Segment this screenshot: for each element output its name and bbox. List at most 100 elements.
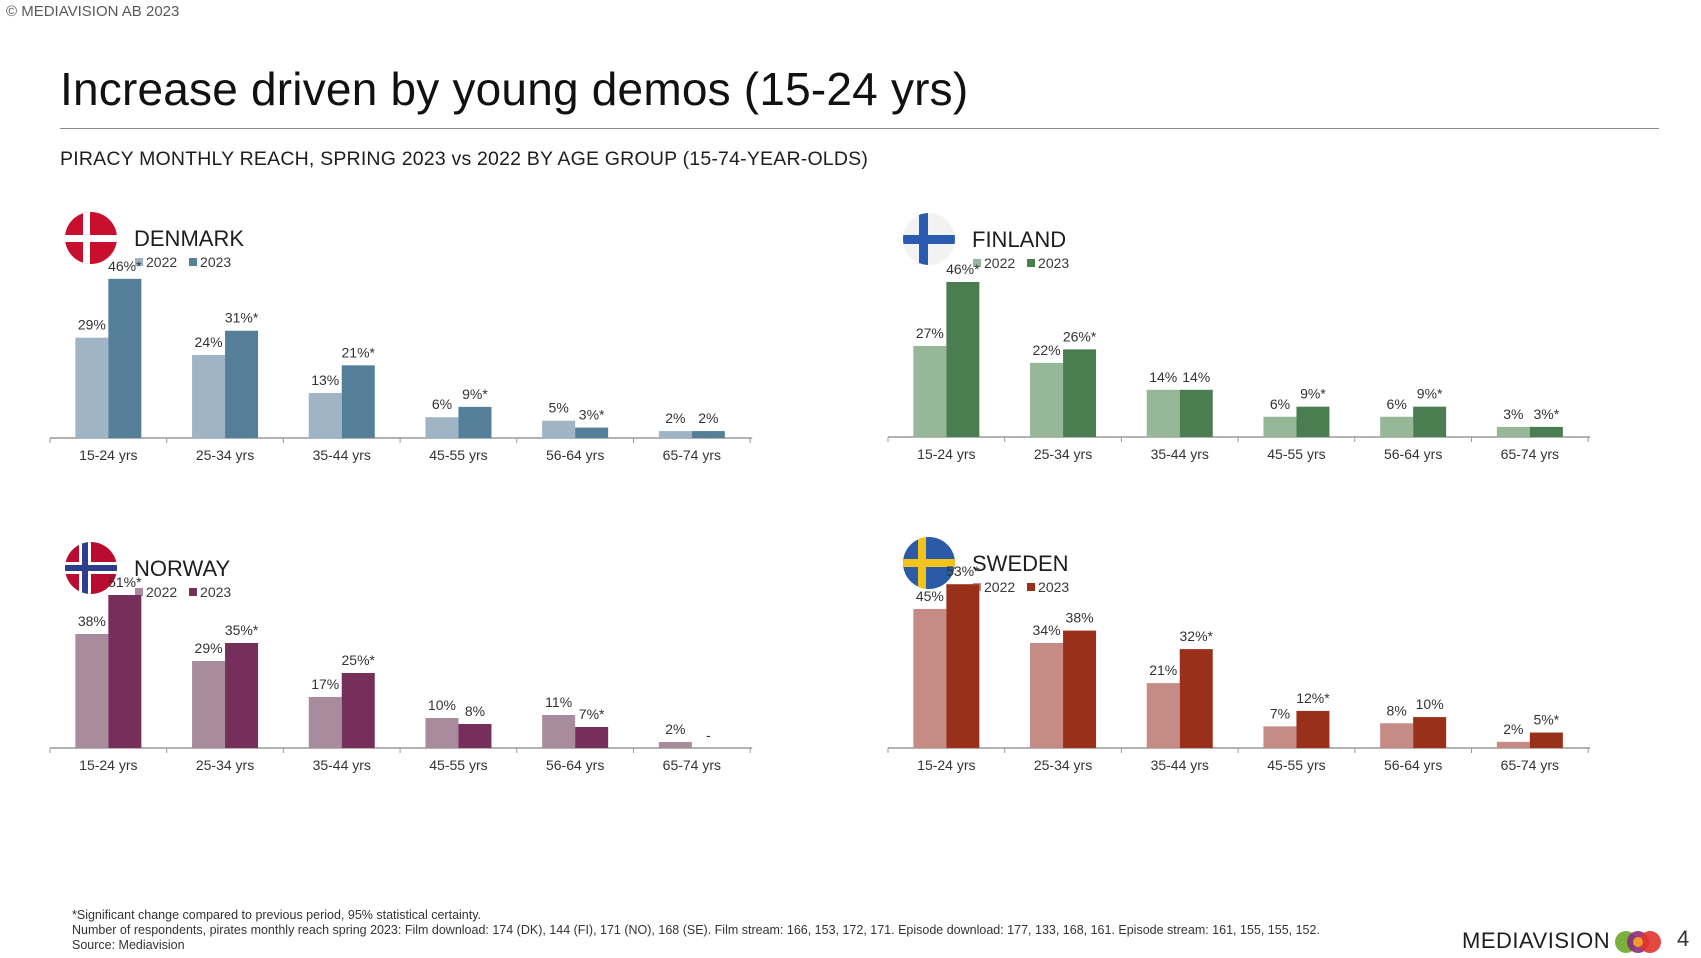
x-tick-label: 45-55 yrs	[429, 757, 487, 773]
country-title: SWEDEN	[972, 551, 1069, 576]
bar-2022	[658, 742, 692, 748]
legend-label: 2023	[200, 254, 232, 270]
x-tick-label: 25-34 yrs	[196, 757, 254, 773]
bar-2023	[1529, 426, 1563, 437]
x-tick-label: 56-64 yrs	[546, 447, 604, 463]
bar-2022	[913, 346, 947, 437]
footnote-respondents: Number of respondents, pirates monthly r…	[72, 923, 1320, 937]
bar-2023	[225, 330, 259, 438]
bar-chart: 38% 51%* 15-24 yrs 29%35%* 25-34 yrs 17%25%* 3…	[49, 574, 753, 773]
data-label: 34%	[1033, 622, 1061, 638]
copyright: © MEDIAVISION AB 2023	[6, 3, 180, 20]
data-label: 17%	[311, 676, 339, 692]
bar-2023	[1529, 732, 1563, 748]
bar-2022	[1496, 426, 1530, 437]
legend-label: 2022	[984, 255, 1016, 271]
bar-2022	[308, 697, 342, 748]
data-label: 53%*	[946, 563, 980, 579]
bar-2023	[225, 643, 259, 748]
bar-2022	[192, 354, 226, 438]
chart-panel-denmark: DENMARK 2022 2023 29% 46%* 15-24 yrs 24% 31%…	[49, 212, 830, 512]
data-label: 22%	[1033, 342, 1061, 358]
bar-2023	[946, 281, 980, 437]
x-tick-label: 35-44 yrs	[1151, 757, 1209, 773]
sweden-flag-icon	[903, 537, 955, 589]
norway-flag-icon	[65, 542, 117, 594]
bar-2022	[1030, 642, 1064, 748]
finland-flag-icon	[903, 213, 955, 265]
bar-2022	[1146, 683, 1180, 748]
data-label: 6%	[1387, 396, 1407, 412]
bar-2022	[913, 608, 947, 748]
data-label: 51%*	[108, 574, 142, 590]
data-label: 14%	[1182, 369, 1210, 385]
data-label: 11%	[545, 694, 572, 710]
data-label: 35%*	[225, 622, 259, 638]
title-divider	[60, 128, 1659, 129]
data-label: 27%	[916, 325, 944, 341]
bar-2022	[75, 337, 109, 438]
x-tick-label: 45-55 yrs	[429, 447, 487, 463]
legend-label: 2022	[146, 584, 178, 600]
data-label: 9%*	[462, 386, 488, 402]
panel-header: DENMARK 2022 2023	[60, 212, 560, 270]
legend-label: 2022	[146, 254, 178, 270]
legend-item-2023: 2023	[189, 254, 231, 270]
x-tick-label: 35-44 yrs	[313, 757, 371, 773]
data-label: 10%	[1416, 696, 1444, 712]
x-tick-label: 45-55 yrs	[1267, 757, 1325, 773]
x-tick-label: 35-44 yrs	[1151, 446, 1209, 462]
legend-item-2022: 2022	[135, 254, 177, 270]
bar-2022	[1496, 741, 1530, 748]
chart-legend: 2022 2023	[973, 255, 1077, 271]
data-label: 31%*	[225, 310, 259, 326]
data-label: 9%*	[1417, 386, 1443, 402]
legend-item-2022: 2022	[135, 584, 177, 600]
data-label: 38%	[1066, 610, 1094, 626]
x-tick-label: 65-74 yrs	[663, 447, 721, 463]
x-tick-label: 25-34 yrs	[196, 447, 254, 463]
data-label: 21%*	[342, 344, 376, 360]
bar-2022	[192, 661, 226, 748]
bar-2022	[1030, 362, 1064, 437]
bar-2023	[1179, 649, 1213, 748]
bar-2022	[658, 431, 692, 438]
data-label: 29%	[78, 317, 106, 333]
panel-header: FINLAND 2022 2023	[898, 213, 1398, 271]
data-label: 3%*	[579, 407, 605, 423]
bar-2023	[108, 595, 142, 748]
legend-item-2023: 2023	[1027, 579, 1069, 595]
bar-2023	[1296, 710, 1330, 748]
bar-2022	[1380, 416, 1414, 437]
x-tick-label: 25-34 yrs	[1034, 757, 1092, 773]
bar-2023	[341, 365, 375, 438]
chart-subtitle: PIRACY MONTHLY REACH, SPRING 2023 vs 202…	[60, 148, 869, 170]
country-title: FINLAND	[972, 227, 1067, 252]
bar-2023	[1063, 349, 1097, 437]
bar-2022	[1263, 416, 1297, 437]
bar-2022	[1380, 723, 1414, 748]
bar-2023	[458, 724, 492, 748]
bar-2023	[946, 584, 980, 748]
chart-panel-sweden: SWEDEN 2022 2023 45% 53%* 15-24 yrs 34% 38% 2…	[887, 537, 1668, 857]
data-label: 7%	[1270, 705, 1290, 721]
data-label: 45%	[916, 588, 944, 604]
x-tick-label: 56-64 yrs	[1384, 757, 1442, 773]
data-label: 46%*	[108, 258, 142, 274]
data-label: 5%	[549, 400, 569, 416]
bar-2023	[1413, 717, 1447, 748]
bar-2023	[1179, 389, 1213, 437]
data-label: 26%*	[1063, 328, 1097, 344]
legend-item-2023: 2023	[189, 584, 231, 600]
data-label: 14%	[1149, 369, 1177, 385]
bar-2022	[1263, 726, 1297, 748]
legend-item-2022: 2022	[973, 255, 1015, 271]
mediavision-logo-icon	[1612, 927, 1668, 958]
x-tick-label: 65-74 yrs	[1501, 446, 1559, 462]
bar-2023	[1296, 406, 1330, 437]
bar-chart: 45%53%* 15-24 yrs 34% 38% 25-34 yrs 21% 32%* 35…	[887, 563, 1591, 773]
legend-label: 2023	[200, 584, 232, 600]
x-tick-label: 15-24 yrs	[917, 757, 975, 773]
data-label: 12%*	[1296, 690, 1330, 706]
legend-label: 2022	[984, 579, 1016, 595]
